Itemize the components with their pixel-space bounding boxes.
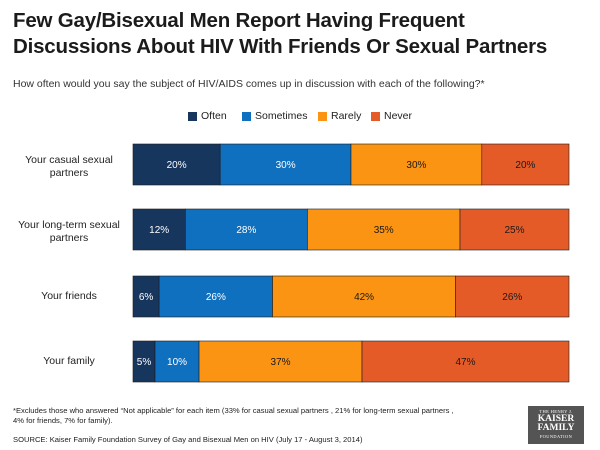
legend-swatch-sometimes [242,111,251,121]
data-label-your-casual-sexual-partners-sometimes: 30% [276,160,296,171]
category-label-long-term-partners: Your long-term sexual partners [18,219,120,244]
data-label-your-casual-sexual-partners-often: 20% [167,160,187,171]
bar-segment-your-casual-sexual-partners-rarely [350,143,483,186]
legend-item-often: Often [188,109,227,123]
data-label-your-casual-sexual-partners-never: 20% [515,160,535,171]
legend-label-rarely: Rarely [331,110,362,122]
bar-segment-your-long-term-sexual-partners-often [132,208,186,251]
legend-label-often: Often [201,110,227,122]
footnote: *Excludes those who answered “Not applic… [13,406,454,425]
bar-segment-your-family-rarely [198,340,363,383]
data-label-your-friends-often: 6% [139,292,154,303]
data-label-your-long-term-sexual-partners-rarely: 35% [374,225,394,236]
bar-segment-your-friends-often [132,275,160,318]
chart-subtitle: How often would you say the subject of H… [13,78,485,90]
data-label-your-long-term-sexual-partners-never: 25% [504,225,524,236]
data-label-your-family-never: 47% [456,357,476,368]
legend-swatch-often [188,111,197,121]
legend-item-rarely: Rarely [318,109,361,123]
legend-item-never: Never [371,109,412,123]
category-label-casual-partners: Your casual sexual partners [25,154,113,179]
legend-swatch-never [371,111,380,121]
data-label-your-long-term-sexual-partners-sometimes: 28% [236,225,256,236]
legend: Often Sometimes Rarely Never [0,109,600,123]
data-label-your-friends-sometimes: 26% [206,292,226,303]
bar-segment-your-family-sometimes [154,340,200,383]
bar-segment-your-casual-sexual-partners-never [481,143,570,186]
bar-segment-your-friends-never [455,275,570,318]
logo-line-4: FOUNDATION [539,434,573,439]
bar-segment-your-friends-rarely [272,275,456,318]
data-label-your-long-term-sexual-partners-often: 12% [149,225,169,236]
bar-segment-your-friends-sometimes [158,275,273,318]
logo-line-1: THE HENRY J. [539,409,573,414]
data-label-your-friends-never: 26% [502,292,522,303]
bar-segment-your-long-term-sexual-partners-never [459,208,570,251]
logo-line-3: FAMILY [537,423,575,433]
bar-segment-your-casual-sexual-partners-often [132,143,221,186]
data-label-your-family-sometimes: 10% [167,357,187,368]
logo-line-2: KAISER [537,414,575,424]
data-label-your-casual-sexual-partners-rarely: 30% [406,160,426,171]
source-note: SOURCE: Kaiser Family Foundation Survey … [13,435,363,444]
category-label-friends: Your friends [41,290,97,302]
data-label-your-friends-rarely: 42% [354,292,374,303]
bar-segment-your-family-never [361,340,570,383]
legend-label-never: Never [384,110,413,122]
bar-segment-your-long-term-sexual-partners-sometimes [185,208,308,251]
legend-label-sometimes: Sometimes [255,110,308,122]
data-label-your-family-rarely: 37% [271,357,291,368]
bar-segment-your-casual-sexual-partners-sometimes [219,143,352,186]
legend-item-sometimes: Sometimes [242,109,308,123]
kaiser-family-foundation-logo: THE HENRY J. KAISER FAMILY FOUNDATION [528,406,584,444]
bar-segment-your-long-term-sexual-partners-rarely [307,208,461,251]
category-label-family: Your family [43,355,95,367]
legend-swatch-rarely [318,111,327,121]
chart-title: Few Gay/Bisexual Men Report Having Frequ… [13,9,548,58]
data-label-your-family-often: 5% [137,357,152,368]
